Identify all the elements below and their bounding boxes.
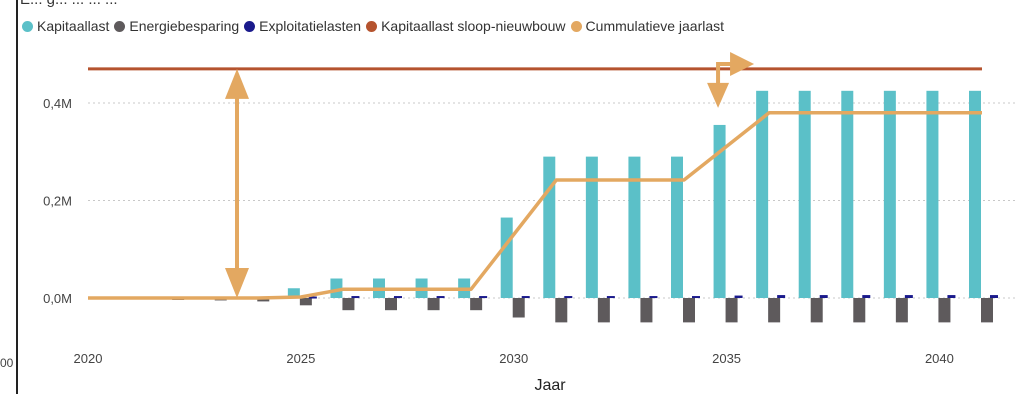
bar-energiebesparing [257,298,270,302]
bar-kapitaallast [969,90,981,298]
bar-kapitaallast [671,156,683,298]
bar-exploitatielasten [819,295,828,298]
bar-exploitatielasten [308,296,317,299]
bar-exploitatielasten [436,296,445,299]
bar-energiebesparing [768,298,781,323]
bar-energiebesparing [938,298,951,323]
bar-exploitatielasten [394,296,402,299]
chart-title-clipped: E... g... ... ... ... [20,0,118,8]
bar-kapitaallast [798,90,811,298]
clipped-tick-label: 00 [0,356,14,370]
bar-kapitaallast [756,90,769,298]
bar-kapitaallast [500,217,513,298]
bar-energiebesparing [299,298,312,306]
legend-marker-icon [366,20,378,32]
bar-kapitaallast [543,156,556,298]
bar-exploitatielasten [606,296,615,299]
bar-exploitatielasten [990,295,998,298]
legend-marker-icon [244,20,256,32]
x-tick-label: 2040 [925,351,954,366]
bar-energiebesparing [427,298,440,311]
bar-kapitaallast [841,90,854,298]
legend-label: Kapitaallast [37,18,110,34]
y-tick-label: 0,4M [43,96,72,111]
legend-label: Cummulatieve jaarlast [585,18,725,34]
bar-exploitatielasten [521,296,530,299]
bar-energiebesparing [853,298,866,323]
bar-energiebesparing [555,298,568,323]
bar-kapitaallast [883,90,896,298]
bar-exploitatielasten [734,295,743,298]
bar-kapitaallast [330,278,343,298]
bar-exploitatielasten [649,296,658,299]
bar-energiebesparing [512,298,525,318]
bar-energiebesparing [725,298,738,323]
annotation-arrowhead-right [730,52,755,76]
annotation-arrowhead-up [225,68,249,99]
annotation-arrowhead-down [225,268,249,298]
bar-energiebesparing [597,298,610,323]
bar-exploitatielasten [777,295,786,298]
bar-energiebesparing [342,298,355,311]
bar-exploitatielasten [904,295,913,298]
legend-item-sloop-nieuwbouw[interactable]: Kapitaallast sloop-nieuwbouw [366,18,566,34]
legend-item-energiebesparing[interactable]: Energiebesparing [114,18,239,34]
bar-exploitatielasten [564,296,573,299]
chart-legend: Kapitaallast Energiebesparing Exploitati… [22,18,729,34]
bar-kapitaallast [628,156,641,298]
legend-marker-icon [114,20,126,32]
legend-item-cummulatieve-jaarlast[interactable]: Cummulatieve jaarlast [570,18,725,34]
legend-label: Exploitatielasten [259,18,362,34]
bar-exploitatielasten [479,296,488,299]
bar-exploitatielasten [692,296,700,299]
bar-energiebesparing [683,298,695,323]
bar-kapitaallast [713,124,726,298]
bar-energiebesparing [470,298,483,311]
bar-energiebesparing [640,298,653,323]
bar-energiebesparing [385,298,397,311]
bar-kapitaallast [926,90,939,298]
bar-energiebesparing [981,298,993,323]
legend-marker-icon [570,20,582,32]
legend-label: Kapitaallast sloop-nieuwbouw [381,18,566,34]
legend-label: Energiebesparing [129,18,240,34]
x-tick-label: 2020 [74,351,103,366]
x-axis-title: Jaar [534,377,566,394]
bar-energiebesparing [810,298,823,323]
bar-exploitatielasten [351,296,360,299]
panel-border [16,0,18,394]
x-tick-label: 2025 [286,351,315,366]
bar-exploitatielasten [862,295,871,298]
bar-kapitaallast [585,156,598,298]
bar-energiebesparing [895,298,908,323]
legend-marker-icon [22,20,33,32]
y-tick-label: 0,2M [43,194,72,209]
bar-exploitatielasten [947,295,956,298]
y-tick-label: 0,0M [43,291,72,306]
x-tick-label: 2030 [499,351,528,366]
legend-item-exploitatielasten[interactable]: Exploitatielasten [244,18,361,34]
legend-item-kapitaallast[interactable]: Kapitaallast [22,18,109,34]
line-cummulatieve-jaarlast [88,111,982,300]
x-tick-label: 2035 [712,351,741,366]
annotation-elbow-arrow [716,62,735,88]
annotation-arrowhead-down [707,82,730,108]
bar-kapitaallast [287,288,300,298]
